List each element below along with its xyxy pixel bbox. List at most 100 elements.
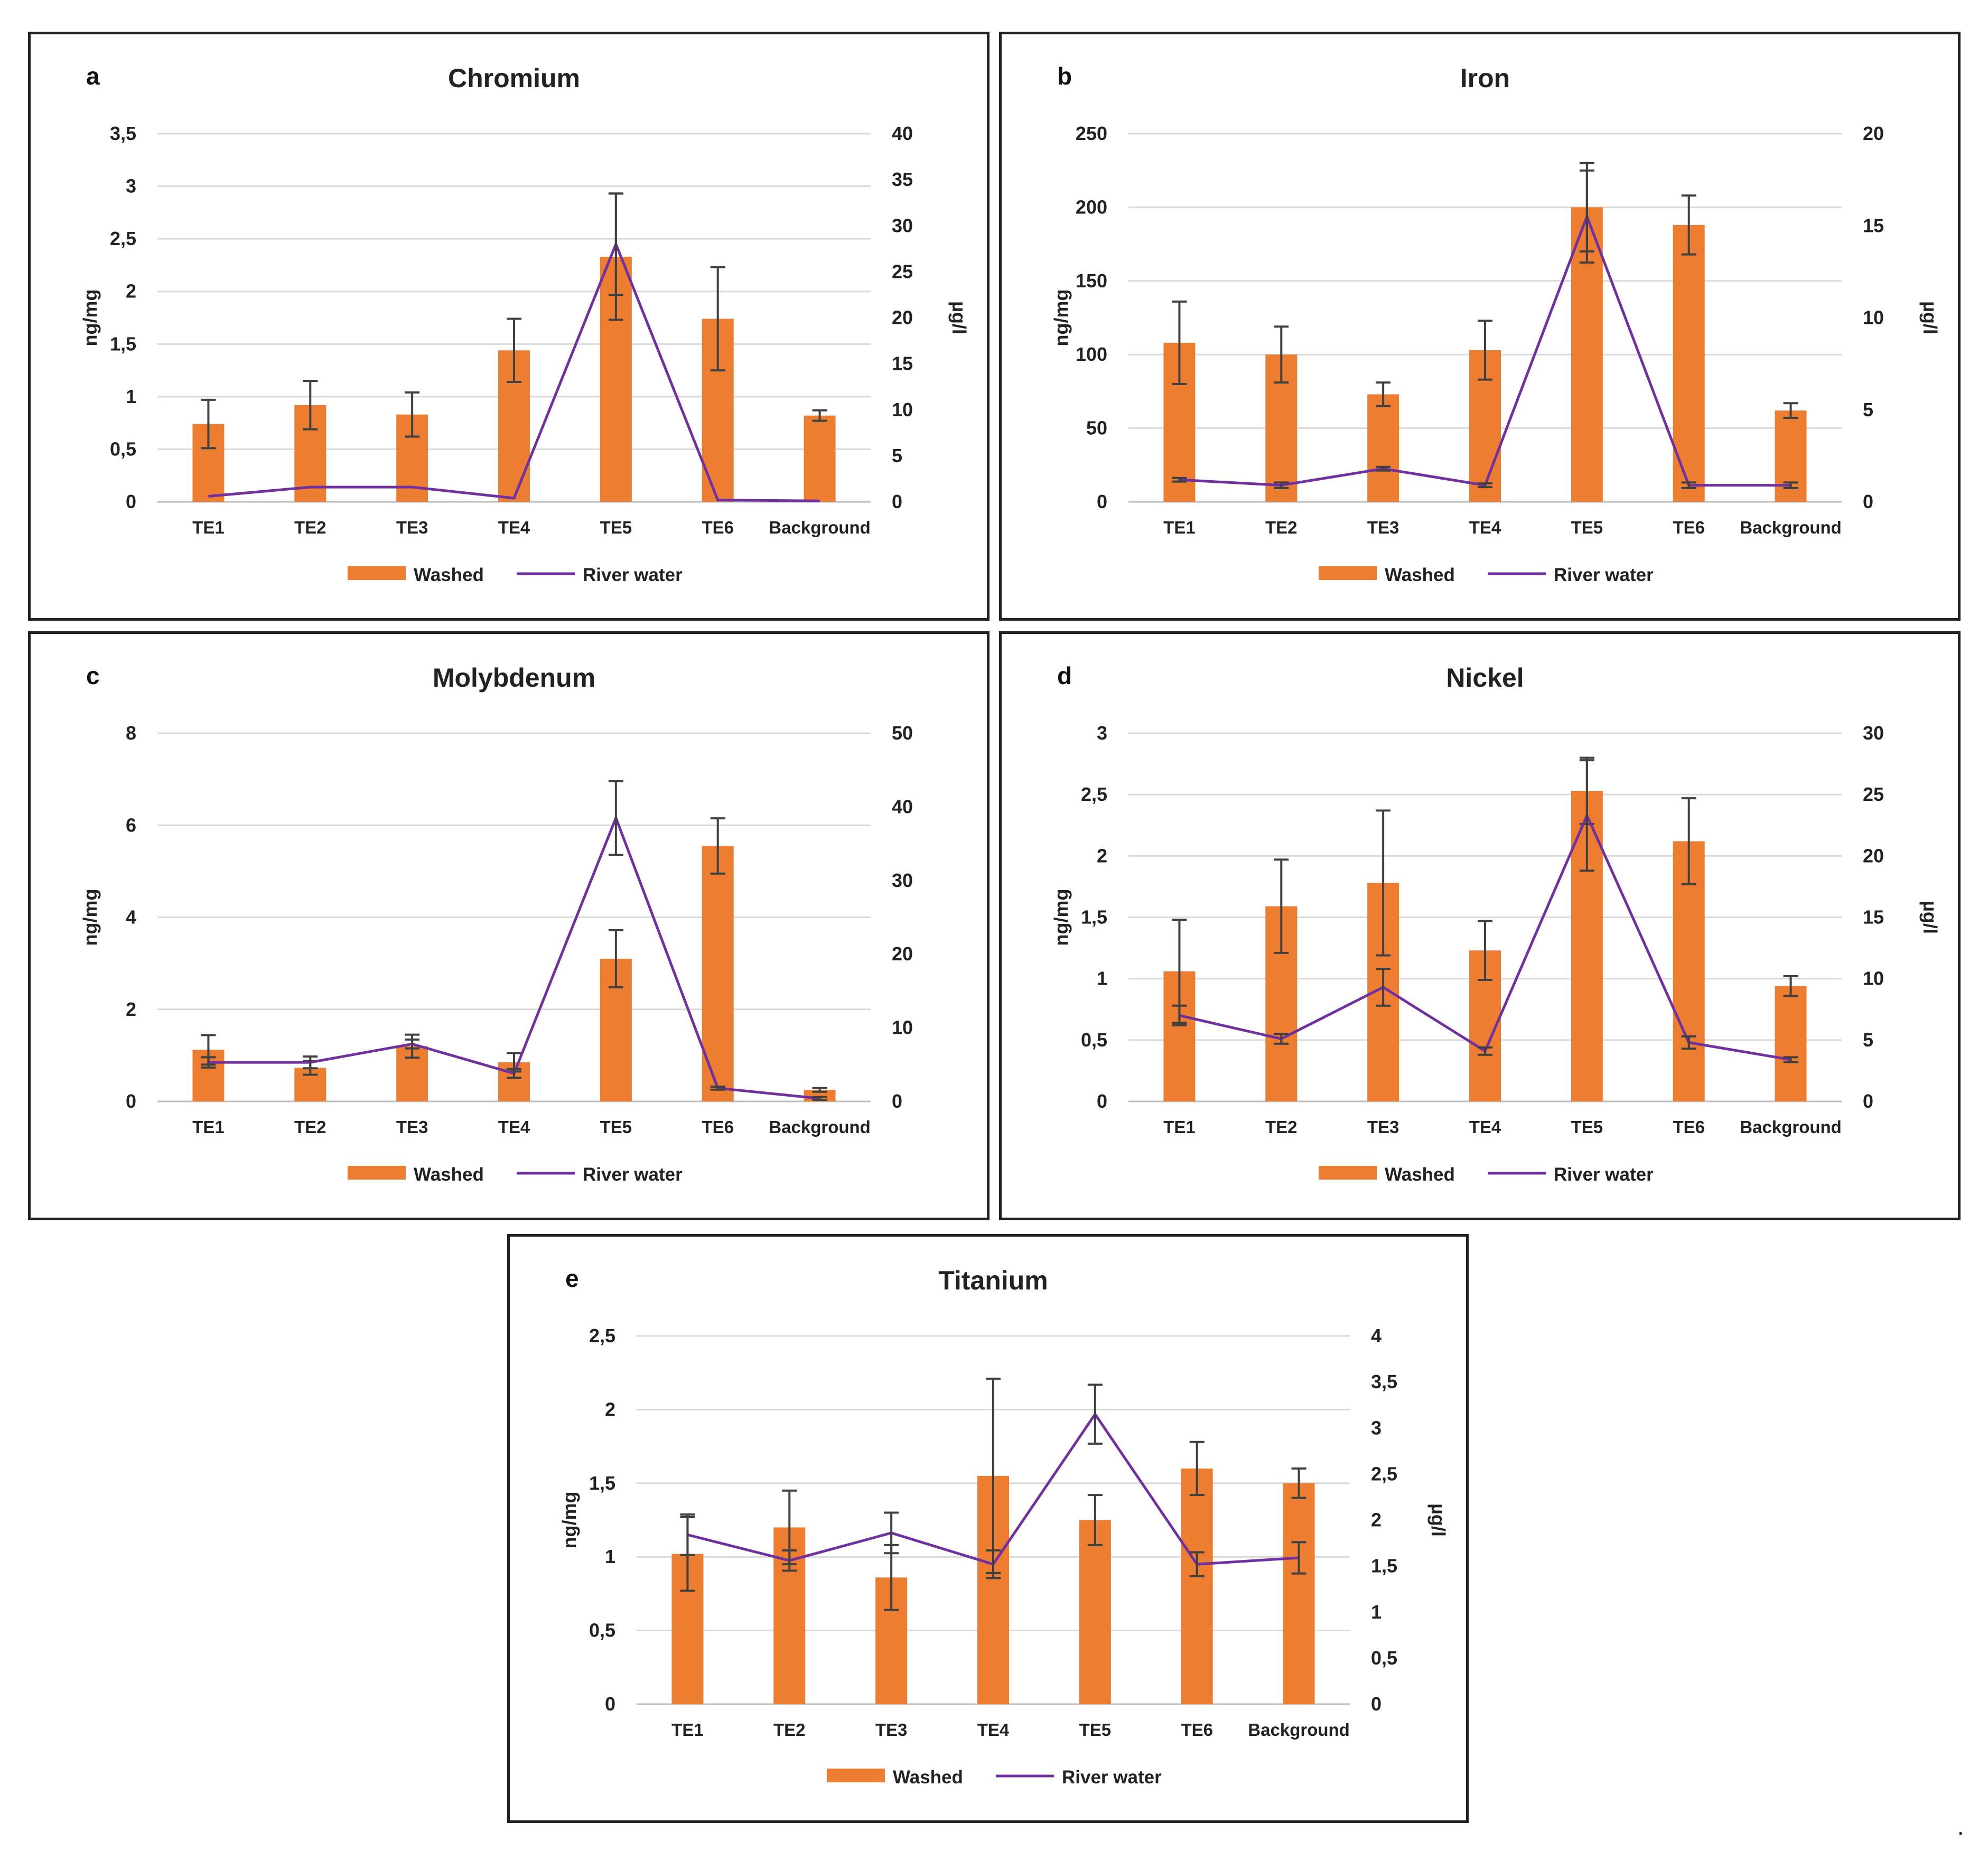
y2-axis-label: µg/l	[948, 301, 970, 334]
y2-tick-label: 20	[892, 943, 913, 965]
y-tick-label: 250	[1076, 123, 1107, 144]
errorbar-washed	[405, 391, 420, 438]
y-tick-label: 0	[605, 1693, 615, 1715]
y-axis-label: ng/mg	[79, 889, 101, 946]
y2-tick-label: 5	[1863, 1029, 1873, 1051]
legend-swatch-washed	[1319, 1166, 1377, 1180]
errorbar-river-water	[1376, 465, 1391, 472]
legend-label-river-water: River water	[1554, 1164, 1654, 1185]
x-tick-label: TE4	[1469, 518, 1501, 537]
x-tick-label: TE4	[498, 518, 530, 537]
legend-label-washed: Washed	[414, 1164, 484, 1185]
x-tick-label: TE3	[875, 1720, 908, 1740]
x-tick-label: Background	[1740, 518, 1842, 537]
chart-title: Chromium	[448, 63, 580, 93]
errorbar-river-water	[1291, 1541, 1306, 1575]
errorbar-washed	[710, 266, 725, 372]
x-tick-label: TE3	[396, 518, 428, 537]
errorbar-river-water	[812, 1096, 827, 1101]
errorbar-washed	[812, 409, 827, 422]
legend-label-washed: Washed	[1385, 565, 1455, 585]
errorbar-river-water	[884, 1511, 899, 1555]
x-tick-label: TE6	[1181, 1720, 1213, 1740]
legend: Washed River water	[348, 1164, 683, 1185]
y-tick-label: 0,5	[110, 438, 136, 460]
x-tick-label: TE6	[702, 1117, 734, 1137]
errorbar-river-water	[1579, 759, 1594, 872]
y2-tick-label: 0	[1863, 491, 1873, 512]
errorbar-washed	[1189, 1441, 1205, 1497]
legend-label-river-water: River water	[1062, 1767, 1162, 1788]
y2-tick-label: 20	[892, 307, 913, 329]
legend: Washed River water	[1319, 1164, 1654, 1185]
bar-washed	[1079, 1520, 1111, 1704]
errorbar-washed	[1291, 1467, 1306, 1499]
y2-tick-label: 1	[1371, 1601, 1382, 1623]
y-tick-label: 1	[605, 1546, 615, 1567]
panel-letter: e	[565, 1265, 579, 1292]
errorbar-river-water	[608, 780, 623, 856]
y-tick-label: 2	[126, 998, 136, 1020]
y2-tick-label: 1,5	[1371, 1555, 1397, 1577]
y-tick-label: 4	[126, 906, 136, 928]
y-tick-label: 0,5	[589, 1620, 615, 1641]
x-tick-label: TE6	[702, 518, 734, 537]
y2-tick-label: 0	[892, 491, 902, 512]
chart-svg-iron: b Iron 0 50 100 150 200 250 0 5 10 15 20 ng/mg µg/l TE1…	[1050, 62, 1941, 585]
errorbar-washed	[507, 317, 521, 383]
panel-letter: b	[1057, 62, 1072, 90]
x-tick-label: Background	[1248, 1720, 1350, 1740]
x-tick-label: TE5	[600, 518, 632, 537]
y2-tick-label: 20	[1863, 845, 1884, 866]
errorbar-river-water	[1189, 1551, 1205, 1577]
y2-tick-label: 3	[1371, 1417, 1382, 1438]
legend: Washed River water	[827, 1767, 1162, 1788]
y2-tick-label: 2	[1371, 1509, 1382, 1531]
y-tick-label: 0	[1097, 1090, 1107, 1112]
errorbar-river-water	[710, 1086, 725, 1091]
y-tick-label: 1	[126, 386, 136, 407]
y-tick-label: 2,5	[1081, 783, 1107, 805]
errorbar-river-water	[1274, 481, 1289, 489]
y2-tick-label: 15	[1863, 906, 1884, 928]
chart-svg-titanium: e Titanium 0 0,5 1 1,5 2 2,5 0 0,5 1 1,5 2 2,5 3 3,5 4 ng…	[558, 1265, 1449, 1788]
y-tick-label: 1,5	[1081, 906, 1107, 928]
y-tick-label: 0	[1097, 491, 1107, 512]
y2-tick-label: 20	[1863, 123, 1884, 144]
errorbar-river-water	[303, 1055, 318, 1070]
errorbar-washed	[1478, 320, 1492, 381]
y2-tick-label: 30	[1863, 722, 1884, 744]
errorbar-washed	[201, 398, 216, 450]
x-tick-label: TE3	[1367, 1117, 1399, 1137]
errorbar-river-water	[201, 1056, 216, 1069]
x-tick-label: TE1	[192, 1117, 225, 1137]
y2-tick-label: 4	[1371, 1325, 1382, 1347]
errorbar-river-water	[1783, 481, 1798, 489]
chart-title: Molybdenum	[433, 663, 595, 693]
x-tick-label: TE5	[1079, 1720, 1112, 1740]
errorbar-river-water	[680, 1513, 695, 1556]
y2-tick-label: 15	[892, 353, 913, 375]
legend-swatch-washed	[827, 1769, 885, 1782]
bar-washed	[1367, 394, 1399, 502]
errorbar-washed	[1274, 325, 1289, 384]
x-tick-label: TE1	[671, 1720, 704, 1740]
y-tick-label: 2,5	[589, 1325, 615, 1347]
errorbar-river-water	[1172, 476, 1187, 483]
errorbar-river-water	[1478, 1046, 1492, 1056]
y2-tick-label: 15	[1863, 214, 1884, 236]
chart-svg-chromium: a Chromium 0 0,5 1 1,5 2 2,5 3 3,5 0 5 10 15 20 25 30 35 4…	[79, 62, 970, 585]
legend-label-washed: Washed	[1385, 1164, 1455, 1185]
x-tick-label: TE2	[1265, 518, 1298, 537]
y2-tick-label: 10	[892, 1017, 913, 1039]
x-tick-label: TE1	[1163, 1117, 1196, 1137]
errorbar-river-water	[1783, 1056, 1798, 1063]
y2-tick-label: 10	[892, 399, 913, 420]
errorbar-river-water	[405, 1038, 420, 1050]
y-tick-label: 2	[1097, 845, 1107, 866]
x-tick-label: TE2	[294, 518, 326, 537]
x-tick-label: TE5	[600, 1117, 632, 1137]
chart-title: Nickel	[1446, 663, 1524, 693]
y-tick-label: 3	[126, 175, 136, 197]
